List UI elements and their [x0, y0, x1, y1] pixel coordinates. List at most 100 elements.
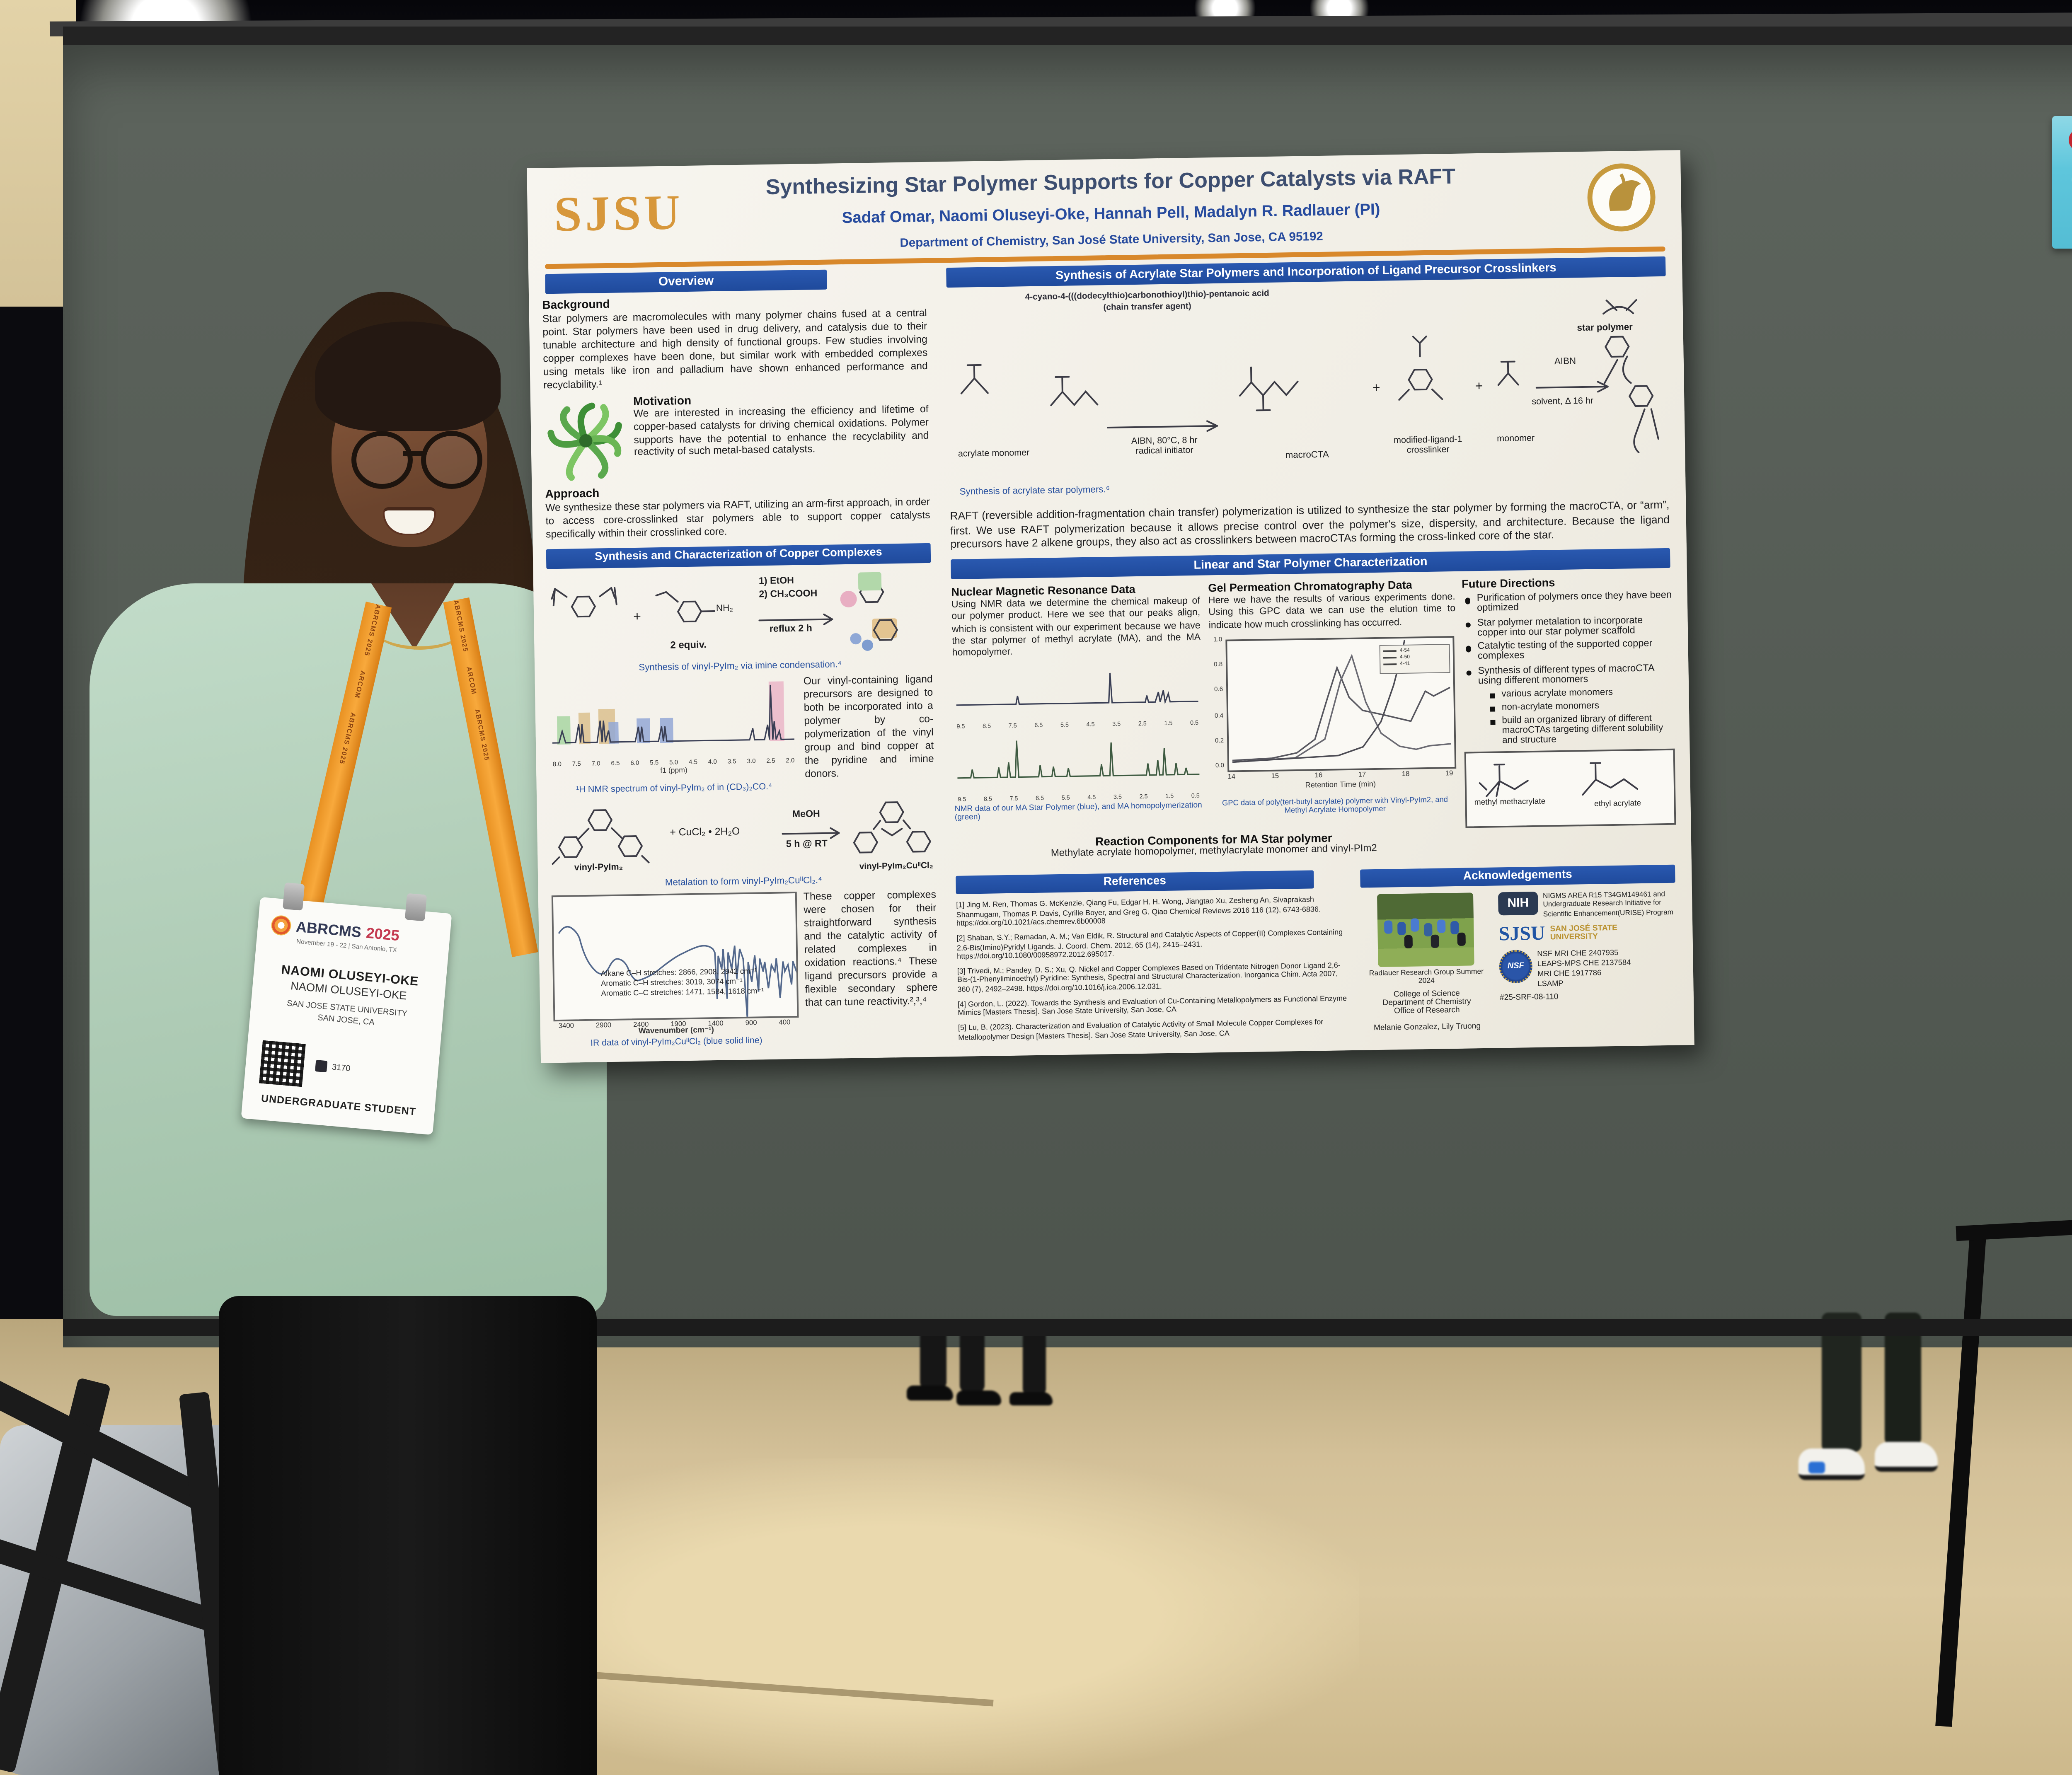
- methyl-methacrylate-label: methyl methacrylate: [1474, 798, 1546, 808]
- black-pants: [219, 1296, 597, 1775]
- acrylate-section: Synthesis of Acrylate Star Polymers and …: [946, 256, 1670, 554]
- ack-names: Melanie Gonzalez, Lily Truong: [1373, 1023, 1481, 1034]
- future-direction-item: Purification of polymers once they have …: [1465, 591, 1673, 614]
- scheme2-caption: Metalation to form vinyl-PyIm₂CuᴵᴵCl₂.⁴: [665, 876, 822, 889]
- macrocta-label: macroCTA: [1285, 450, 1329, 462]
- star-polymer-label: star polymer: [1577, 323, 1633, 334]
- future-directions-heading: Future Directions: [1462, 578, 1555, 591]
- future-directions-column: Future Directions Purification of polyme…: [1462, 576, 1676, 828]
- star-polymer-scheme: 4-cyano-4-(((dodecylthio)carbonothioyl)t…: [946, 280, 1669, 506]
- amine-label: NH₂: [716, 605, 733, 615]
- smile: [383, 507, 436, 535]
- poster-authors: Sadaf Omar, Naomi Oluseyi-Oke, Hannah Pe…: [842, 201, 1380, 228]
- gpc-caption: GPC data of poly(tert-butyl acrylate) po…: [1222, 795, 1448, 815]
- monomer-label: monomer: [1497, 434, 1535, 445]
- reagent-label: + CuCl₂ • 2H₂O: [670, 826, 740, 839]
- background-text: Star polymers are macromolecules with ma…: [542, 307, 928, 392]
- acknowledgements-content: Radlauer Research Group Summer 2024 Coll…: [1360, 890, 1677, 1034]
- legend-line-icon: [1383, 649, 1397, 651]
- ir-annotations: Alkane C–H stretches: 2866, 2908, 2942 c…: [601, 967, 764, 1000]
- references-bar: References: [956, 870, 1314, 894]
- badge-clip: [404, 893, 427, 921]
- legend-line-icon: [1383, 656, 1397, 658]
- overview-column: Overview Background Star polymers are ma…: [542, 268, 938, 1050]
- group-photo-caption: Radlauer Research Group Summer 2024: [1369, 967, 1484, 985]
- hair: [315, 322, 501, 431]
- ack-left: Radlauer Research Group Summer 2024 Coll…: [1360, 892, 1492, 1034]
- scheme2-graphic: [552, 801, 932, 865]
- acrylate-monomer-label: acrylate monomer: [958, 449, 1030, 460]
- nmr-figure-caption: NMR data of our MA Star Polymer (blue), …: [954, 802, 1203, 823]
- gpc-heading: Gel Permeation Chromatography Data: [1208, 580, 1413, 595]
- reactant-label: vinyl-PyIm₂: [574, 863, 623, 874]
- nsf-grant-1: NSF MRI CHE 2407935: [1537, 948, 1619, 958]
- motivation-block: Motivation We are interested in increasi…: [633, 392, 929, 482]
- copper-section-bar: Synthesis and Characterization of Copper…: [546, 544, 931, 570]
- monomer-structures-graphic: [1479, 762, 1639, 797]
- nsf-logo: NSF: [1499, 950, 1533, 984]
- gpc-xaxis-label: Retention Time (min): [1305, 780, 1376, 789]
- lanyard-text: ARCOM: [465, 665, 479, 695]
- plus-sign: +: [1372, 380, 1380, 396]
- badge-number-row: 3170: [315, 1059, 351, 1074]
- future-direction-subitem: various acrylate monomers: [1490, 687, 1674, 700]
- nsf-grants: NSF MRI CHE 2407935 LEAPS-MPS CHE 213758…: [1537, 948, 1631, 989]
- future-direction-item: Catalytic testing of the supported coppe…: [1466, 639, 1673, 663]
- future-directions-list: Purification of polymers once they have …: [1465, 591, 1674, 687]
- gpc-text: Here we have the results of various expe…: [1208, 592, 1456, 631]
- white-sneaker: [1875, 1442, 1938, 1472]
- nih-grant-text: NIGMS AREA R15 T34GM149461 and Undergrad…: [1542, 890, 1674, 918]
- reference-item: [2] Shaban, S.Y.; Ramadan, A. M.; Van El…: [956, 927, 1343, 961]
- overview-header-bar: Overview: [545, 269, 827, 294]
- arrow1-conditions: AIBN, 80°C, 8 hr radical initiator: [1101, 436, 1228, 458]
- poster-title: Synthesizing Star Polymer Supports for C…: [765, 163, 1456, 199]
- red-dot-sticker: [2069, 128, 2072, 152]
- approach-text: We synthesize these star polymers via RA…: [545, 496, 930, 540]
- future-direction-item: Star polymer metalation to incorporate c…: [1466, 615, 1673, 638]
- group-photo: [1377, 892, 1474, 967]
- condition-3: reflux 2 h: [769, 625, 813, 636]
- imine-condensation-scheme: + NH₂ 1) EtOH 2) CH₃COOH reflux 2 h 2 eq…: [547, 569, 932, 665]
- condition-meoh: MeOH: [792, 810, 820, 820]
- glasses-bridge: [403, 451, 423, 456]
- sjsu-name-line2: UNIVERSITY: [1550, 933, 1598, 942]
- lanyard-text: ABRCMS 2025: [338, 712, 358, 766]
- research-poster: SJSU Synthesizing Star Polymer Supports …: [527, 150, 1694, 1063]
- nmr1-spectrum-graphic: [552, 682, 794, 745]
- glasses-right-lens: [421, 431, 482, 489]
- raft-paragraph: RAFT (reversible addition-fragmentation …: [950, 500, 1670, 551]
- scheme1-graphic: [551, 573, 898, 652]
- radical-initiator-label: radical initiator: [1135, 446, 1193, 457]
- cta-name: 4-cyano-4-(((dodecylthio)carbonothioyl)t…: [1023, 289, 1272, 314]
- badge-clip: [282, 882, 305, 911]
- plus-sign: +: [1475, 378, 1483, 394]
- black-shoe: [907, 1386, 953, 1400]
- crosslinker-label: modified-ligand-1 crosslinker: [1393, 435, 1462, 456]
- ir-caption: IR data of vinyl-PyIm₂CuᴵᴵCl₂ (blue soli…: [590, 1036, 762, 1049]
- reference-item: [4] Gordon, L. (2022). Towards the Synth…: [957, 993, 1347, 1017]
- solvent-conditions: solvent, Δ 16 hr: [1532, 397, 1594, 408]
- badge-event: ABRCMS: [295, 918, 362, 941]
- badge-year: 2025: [365, 924, 400, 944]
- copper-choice-text: These copper complexes were chosen for t…: [803, 889, 938, 1010]
- ma-star-nmr-graphic: [956, 672, 1198, 706]
- aibn-label: AIBN: [1554, 357, 1576, 368]
- gpc-legend: 4-54 4-50 4-41: [1383, 647, 1410, 667]
- nmr-data-column: Nuclear Magnetic Resonance Data Using NM…: [951, 584, 1203, 823]
- legend-line-icon: [1383, 663, 1397, 665]
- lanyard-text: ABRCMS 2025: [452, 599, 471, 653]
- sjsu-name-line1: SAN JOSÉ STATE: [1550, 924, 1618, 934]
- motivation-text: We are interested in increasing the effi…: [633, 403, 929, 459]
- monomer-structures-box: methyl methacrylate ethyl acrylate: [1464, 748, 1676, 828]
- booth-number-sign: C-104: [2052, 116, 2072, 249]
- badge-role: UNDERGRADUATE STUDENT: [260, 1093, 417, 1119]
- nsf-row: NSF NSF MRI CHE 2407935 LEAPS-MPS CHE 21…: [1499, 948, 1677, 990]
- gpc-curves-graphic: [1232, 640, 1451, 763]
- nih-row: NIH NIGMS AREA R15 T34GM149461 and Under…: [1498, 890, 1676, 919]
- condition-rt: 5 h @ RT: [786, 839, 828, 851]
- ethyl-acrylate-label: ethyl acrylate: [1594, 800, 1641, 810]
- product-label: vinyl-PyIm₂CuᴵᴵCl₂: [859, 861, 934, 873]
- future-direction-subitem: non-acrylate monomers: [1490, 701, 1674, 713]
- future-direction-item: Synthesis of different types of macroCTA…: [1466, 663, 1674, 687]
- reference-item: [1] Jing M. Ren, Thomas G. McKenzie, Qia…: [956, 895, 1321, 928]
